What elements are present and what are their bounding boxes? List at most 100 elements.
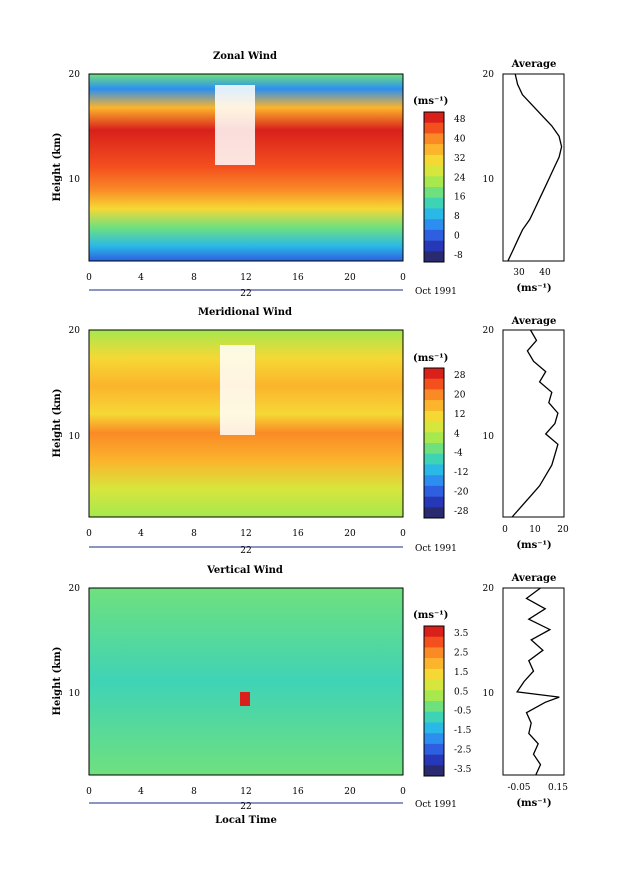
- colorbar-tick-label: -12: [454, 468, 469, 478]
- colorbar-swatch: [424, 389, 444, 401]
- average-x-tick: 20: [557, 525, 569, 535]
- x-tick-label: 4: [138, 273, 144, 283]
- chart-title: Vertical Wind: [206, 565, 283, 576]
- colorbar-swatch: [424, 112, 444, 124]
- average-y-tick: 10: [483, 432, 495, 442]
- colorbar-swatch: [424, 144, 444, 156]
- colorbar-tick-label: -2.5: [454, 746, 472, 756]
- date-day: 22: [240, 289, 251, 299]
- colorbar-swatch: [424, 219, 444, 231]
- x-tick-label: 0: [86, 273, 92, 283]
- x-tick-label: 0: [400, 529, 406, 539]
- colorbar-swatch: [424, 647, 444, 659]
- x-tick-label: 0: [400, 273, 406, 283]
- colorbar-swatch: [424, 679, 444, 691]
- colorbar-swatch: [424, 378, 444, 390]
- x-tick-label: 16: [292, 787, 304, 797]
- colorbar-tick-label: 24: [454, 173, 466, 183]
- colorbar-frame: [423, 367, 445, 519]
- x-axis-label: Local Time: [215, 815, 277, 826]
- colorbar-swatch: [424, 464, 444, 476]
- colorbar: 3.5 2.5 1.5 0.5 -0.5 -1.5 -2.5 -3.5: [423, 625, 472, 777]
- average-x-tick: 0.15: [548, 783, 568, 793]
- colorbar-swatch: [424, 453, 444, 465]
- colorbar-tick-label: 28: [454, 371, 466, 381]
- colorbar-swatch: [424, 154, 444, 166]
- x-tick-label: 4: [138, 529, 144, 539]
- y-tick-label: 20: [69, 70, 81, 80]
- colorbar-swatch: [424, 165, 444, 177]
- average-x-tick: 10: [529, 525, 541, 535]
- colorbar-swatch: [424, 668, 444, 680]
- average-y-tick: 10: [483, 175, 495, 185]
- colorbar-swatch: [424, 658, 444, 670]
- average-frame: [502, 73, 565, 262]
- colorbar-swatch: [424, 421, 444, 433]
- x-tick-label: 20: [344, 529, 356, 539]
- average-x-tick: 0: [502, 525, 508, 535]
- average-title: Average: [511, 316, 557, 327]
- x-tick-label: 20: [344, 273, 356, 283]
- colorbar-tick-label: 4: [454, 429, 460, 439]
- colorbar-swatch: [424, 507, 444, 519]
- colorbar-tick-label: -1.5: [454, 726, 472, 736]
- colorbar-tick-label: 12: [454, 410, 465, 420]
- colorbar-swatch: [424, 432, 444, 444]
- x-tick-label: 12: [240, 787, 251, 797]
- x-tick-label: 16: [292, 273, 304, 283]
- colorbar-swatch: [424, 187, 444, 199]
- colorbar-tick-label: 16: [454, 193, 466, 203]
- average-x-label: (ms⁻¹): [516, 798, 551, 809]
- colorbar-swatch: [424, 701, 444, 713]
- colorbar-tick-label: 1.5: [454, 668, 469, 678]
- colorbar-swatch: [424, 443, 444, 455]
- panel-vertical-wind: Vertical Wind 20 10 Height (km) 0 4 8 12…: [52, 565, 568, 826]
- panel-meridional-wind: Meridional Wind 20 10 Height (km) 0 4 8 …: [52, 307, 569, 556]
- x-tick-label: 12: [240, 529, 251, 539]
- colorbar-swatch: [424, 475, 444, 487]
- plot-frame: [88, 587, 404, 776]
- colorbar-unit: (ms⁻¹): [413, 96, 448, 107]
- average-y-tick: 20: [483, 584, 495, 594]
- x-tick-label: 8: [191, 529, 197, 539]
- colorbar-tick-label: -20: [454, 488, 469, 498]
- panel-zonal-wind: Zonal Wind 20 10 Height (km) 0 4 8 12 16…: [52, 51, 565, 299]
- average-x-label: (ms⁻¹): [516, 540, 551, 551]
- colorbar-swatch: [424, 368, 444, 380]
- colorbar-swatch: [424, 485, 444, 497]
- x-tick-label: 0: [86, 529, 92, 539]
- colorbar-tick-label: -0.5: [454, 707, 472, 717]
- colorbar-tick-label: -4: [454, 449, 463, 459]
- x-tick-label: 0: [400, 787, 406, 797]
- colorbar-tick-label: 0: [454, 232, 460, 242]
- colorbar-swatch: [424, 722, 444, 734]
- colorbar-unit: (ms⁻¹): [413, 353, 448, 364]
- colorbar-swatch: [424, 733, 444, 745]
- average-y-tick: 10: [483, 689, 495, 699]
- missing-data-gap: [220, 345, 255, 435]
- x-tick-label: 8: [191, 787, 197, 797]
- missing-data-gap: [215, 85, 255, 165]
- colorbar-tick-label: 8: [454, 212, 460, 222]
- average-profile-line: [515, 587, 560, 776]
- average-frame: [502, 329, 565, 518]
- average-profile-line: [507, 73, 563, 262]
- colorbar-swatch: [424, 410, 444, 422]
- colorbar-tick-label: -8: [454, 251, 463, 261]
- date-month: Oct 1991: [415, 544, 457, 554]
- date-month: Oct 1991: [415, 287, 457, 297]
- colorbar-unit: (ms⁻¹): [413, 610, 448, 621]
- plot-frame: [88, 329, 404, 518]
- colorbar-swatch: [424, 176, 444, 188]
- average-x-tick: 30: [513, 268, 525, 278]
- average-x-label: (ms⁻¹): [516, 283, 551, 294]
- date-day: 22: [240, 802, 251, 812]
- colorbar-swatch: [424, 626, 444, 638]
- x-tick-label: 12: [240, 273, 251, 283]
- y-tick-label: 10: [69, 689, 81, 699]
- colorbar-swatch: [424, 229, 444, 241]
- y-tick-label: 20: [69, 326, 81, 336]
- average-title: Average: [511, 573, 557, 584]
- colorbar-swatch: [424, 743, 444, 755]
